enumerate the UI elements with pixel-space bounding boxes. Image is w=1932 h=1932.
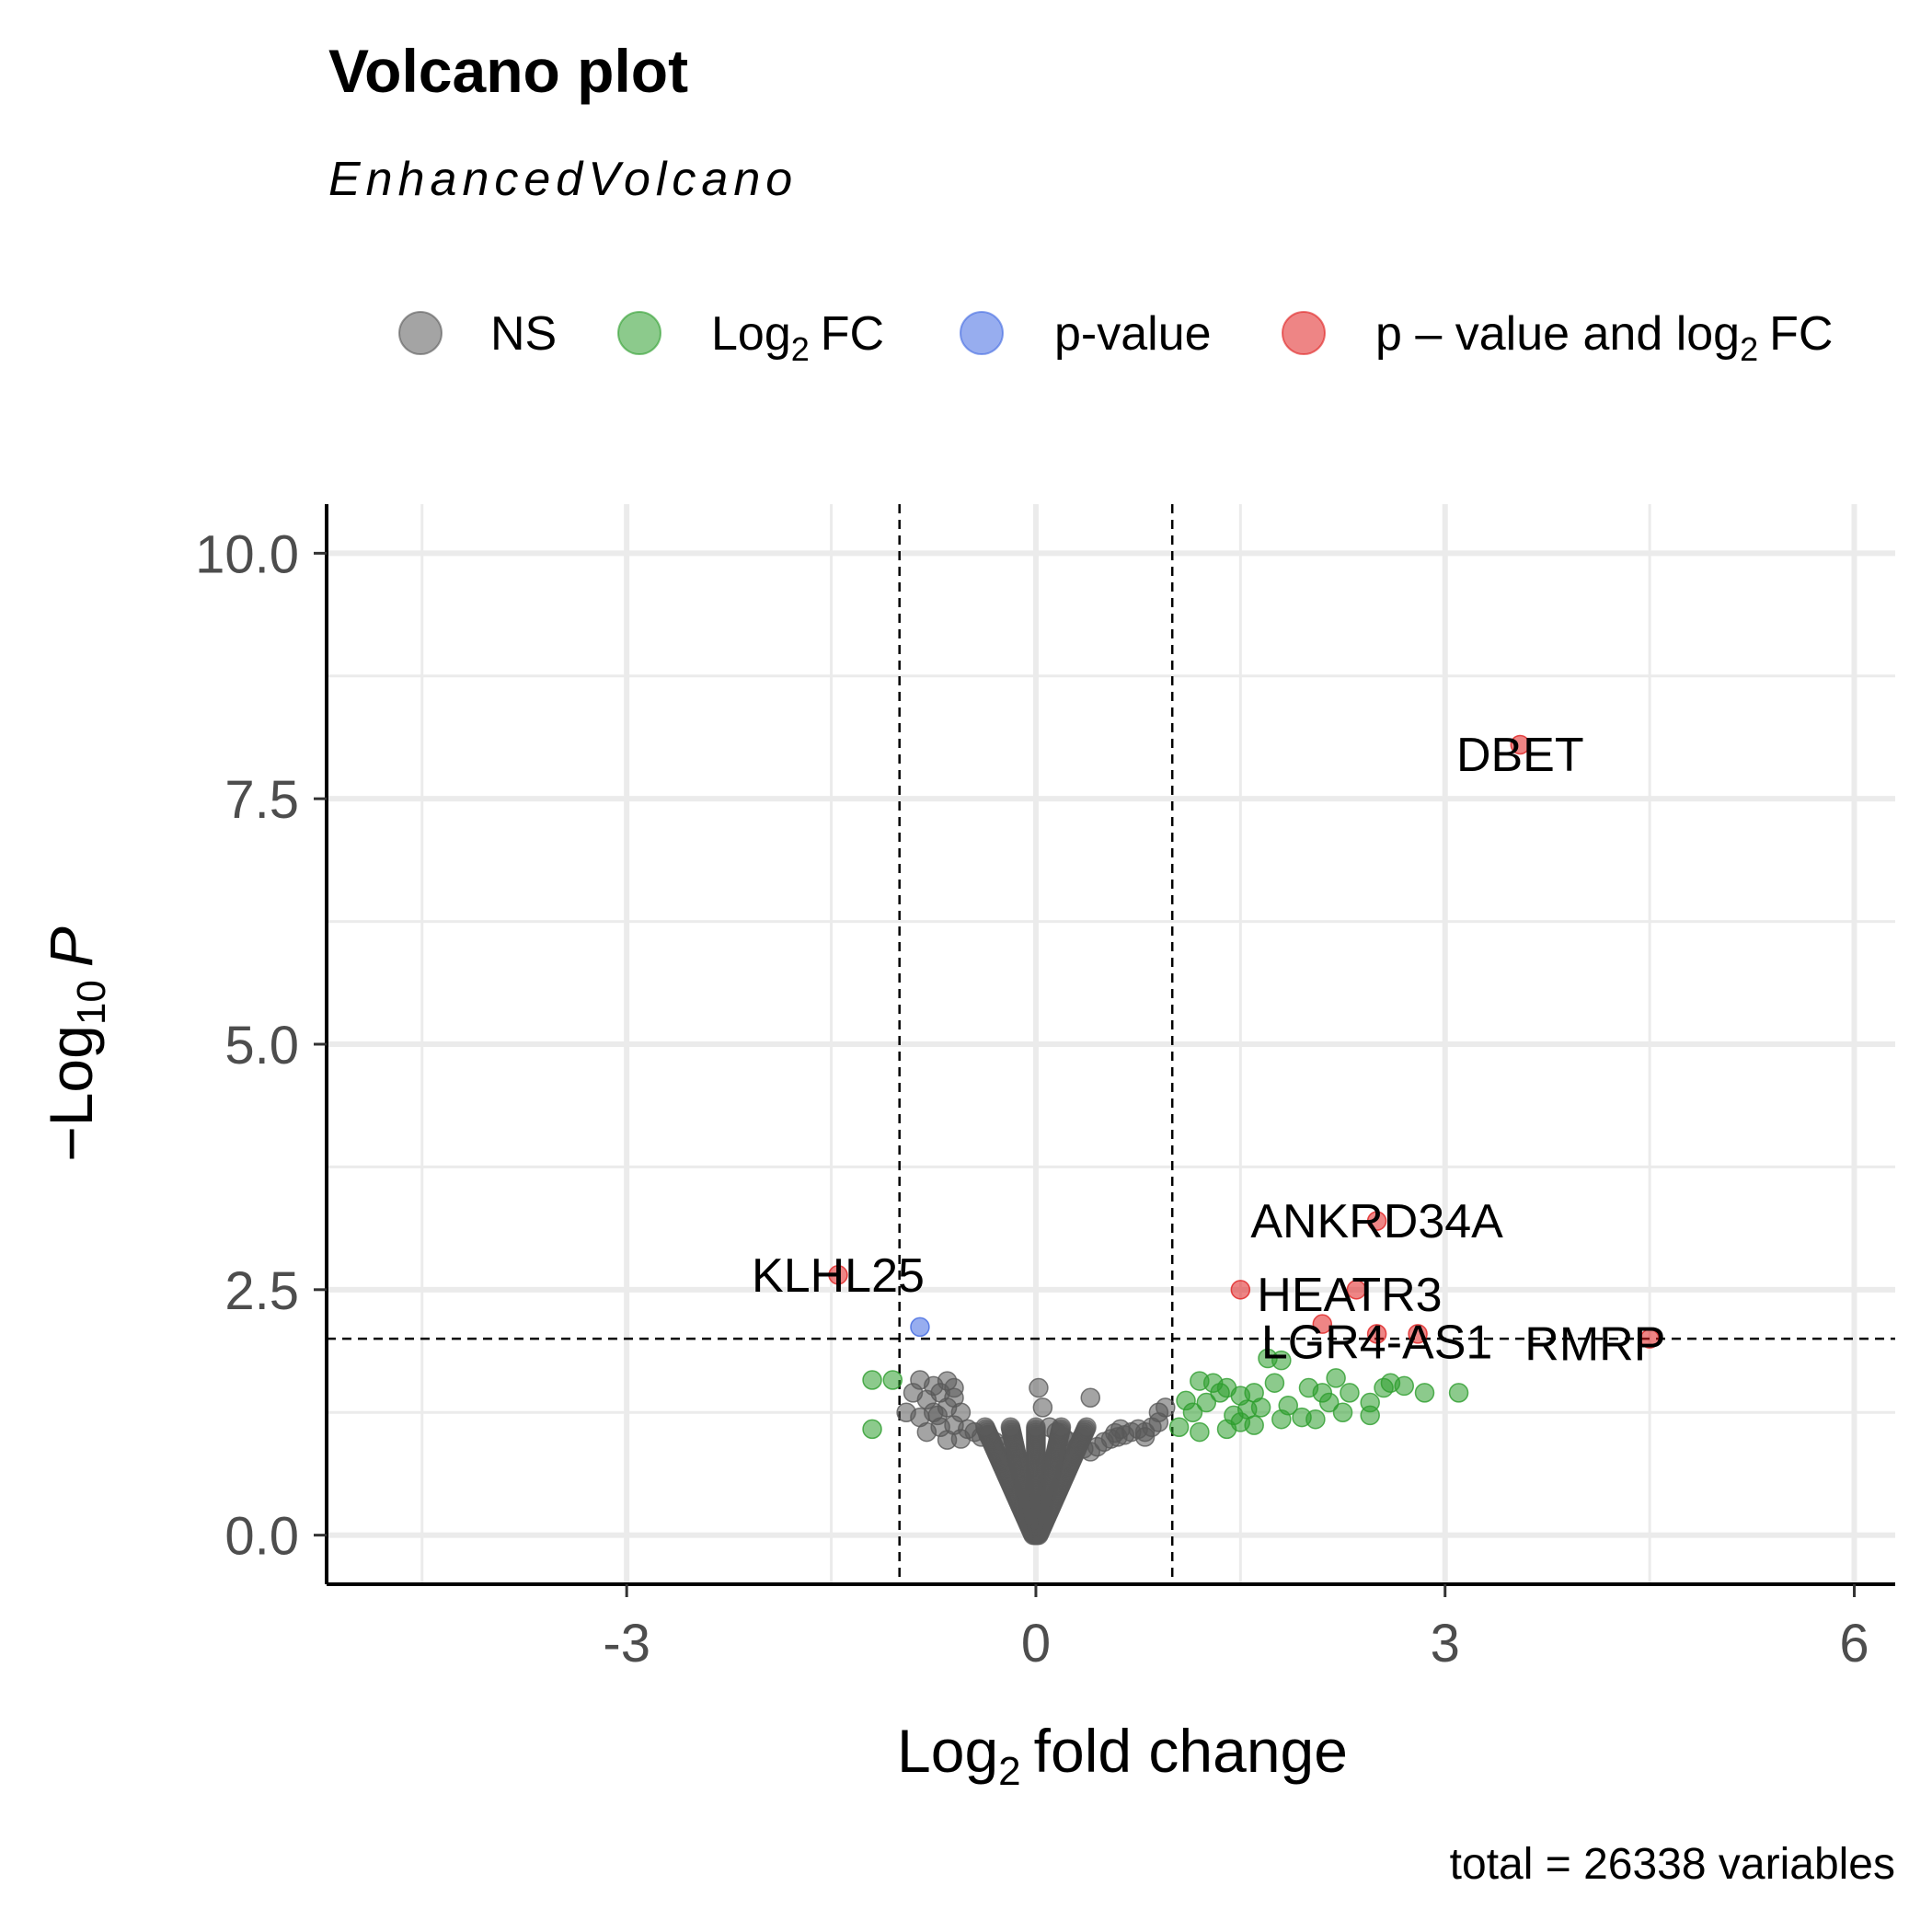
point-both — [1639, 1328, 1660, 1349]
point-ns — [975, 1417, 995, 1437]
y-tick-label: 5.0 — [224, 1016, 299, 1075]
point-label: HEATR3 — [1257, 1269, 1442, 1322]
point-ns — [1026, 1417, 1046, 1437]
tick-labels: -3 0 3 6 0.0 2.5 5.0 7.5 10.0 — [195, 524, 1869, 1673]
point-fc — [1360, 1405, 1380, 1426]
point-ns — [1029, 1377, 1049, 1398]
x-axis-label: Log2 fold change — [897, 1717, 1348, 1794]
point-fc — [1414, 1383, 1435, 1403]
caption: total = 26338 variables — [1450, 1840, 1895, 1889]
chart-subtitle: EnhancedVolcano — [328, 153, 798, 206]
point-ns — [1134, 1427, 1156, 1447]
y-tick-label: 10.0 — [195, 524, 299, 584]
y-axis-label-text: P — [37, 926, 105, 967]
point-fc — [1264, 1373, 1285, 1393]
point-fc — [1448, 1383, 1469, 1403]
legend: NS Log2 FC p-value p – value and log2 FC — [398, 307, 1833, 368]
point-fc — [1182, 1402, 1203, 1422]
point-ns — [927, 1405, 948, 1426]
x-axis-label-prefix: Log — [897, 1717, 998, 1785]
x-tick-label: -3 — [603, 1614, 650, 1673]
x-axis-label-sub: 2 — [998, 1749, 1020, 1794]
point-ns — [944, 1377, 964, 1398]
chart-title: Volcano plot — [328, 37, 688, 105]
x-tick-label: 0 — [1021, 1614, 1051, 1673]
point-ns — [1148, 1402, 1169, 1422]
point-fc — [1196, 1392, 1217, 1413]
point-fc — [1380, 1373, 1401, 1393]
point-label: DBET — [1456, 729, 1584, 782]
legend-marker-ns — [398, 311, 443, 355]
point-fc — [1305, 1409, 1326, 1430]
legend-marker-fc — [617, 311, 661, 355]
point-both — [1510, 734, 1531, 755]
x-tick-label: 6 — [1839, 1614, 1869, 1673]
y-tick-label: 7.5 — [224, 770, 299, 830]
point-fc — [1190, 1421, 1210, 1443]
y-tick-label: 2.5 — [224, 1261, 299, 1321]
legend-marker-both — [1282, 311, 1326, 355]
point-fc — [862, 1370, 882, 1390]
x-tick-label: 3 — [1431, 1614, 1460, 1673]
y-axis-label-prefix: −Log — [37, 1025, 105, 1162]
point-both — [1408, 1324, 1428, 1344]
point-ns — [1076, 1417, 1097, 1437]
point-ns — [1000, 1417, 1021, 1437]
point-fc — [1271, 1350, 1292, 1371]
point-both — [1366, 1211, 1387, 1231]
point-both — [1230, 1280, 1251, 1300]
legend-label-p: p-value — [1054, 307, 1212, 361]
point-both — [1366, 1324, 1387, 1344]
point-ns — [1032, 1397, 1053, 1418]
point-fc — [882, 1370, 903, 1390]
point-ns — [937, 1430, 958, 1450]
legend-label-ns: NS — [490, 307, 557, 361]
grid — [327, 504, 1895, 1584]
point-ns — [903, 1383, 924, 1403]
point-ns — [1080, 1387, 1101, 1408]
point-fc — [1318, 1392, 1340, 1413]
point-fc — [862, 1419, 882, 1440]
point-both — [1346, 1280, 1367, 1300]
point-fc — [1332, 1402, 1353, 1422]
legend-marker-p — [960, 311, 1004, 355]
point-ns — [1105, 1422, 1125, 1443]
point-fc — [1230, 1412, 1251, 1432]
point-both — [828, 1265, 848, 1285]
point-p — [910, 1317, 930, 1338]
point-fc — [1271, 1409, 1292, 1430]
point-fc — [1250, 1397, 1271, 1418]
point-fc — [1168, 1417, 1190, 1437]
legend-label-both: p – value and log2 FC — [1375, 307, 1833, 368]
point-fc — [1210, 1383, 1230, 1403]
point-fc — [1340, 1383, 1360, 1403]
y-axis-label: −Log10 P — [37, 926, 114, 1162]
point-both — [1312, 1314, 1333, 1334]
y-axis-label-sub: 10 — [69, 980, 114, 1025]
legend-label-fc: Log2 FC — [711, 307, 884, 368]
point-label: ANKRD34A — [1250, 1195, 1503, 1248]
point-label: RMRP — [1524, 1318, 1665, 1372]
data-points — [828, 734, 1660, 1546]
point-fc — [1326, 1368, 1346, 1388]
point-label: KLHL25 — [752, 1249, 925, 1303]
x-axis-label-text: fold change — [1034, 1717, 1348, 1785]
point-ns — [1051, 1417, 1072, 1437]
point-label: LGR4-AS1 — [1261, 1316, 1492, 1369]
y-tick-label: 0.0 — [224, 1507, 299, 1567]
